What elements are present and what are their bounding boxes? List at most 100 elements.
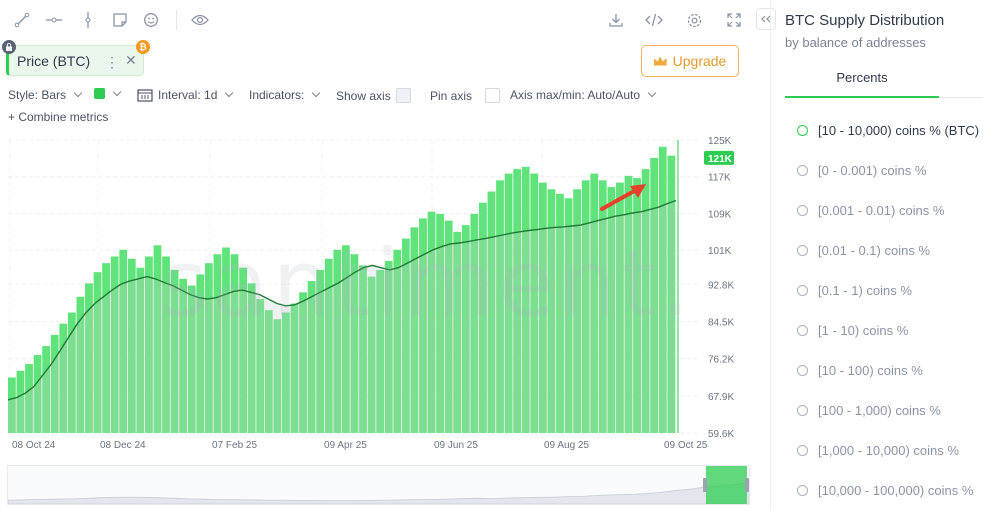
axis-minmax-label: Axis max/min: Auto/Auto: [510, 88, 641, 102]
distribution-option[interactable]: [10 - 10,000) coins % (BTC): [797, 123, 979, 138]
collapse-sidebar-button[interactable]: [756, 8, 776, 30]
radio-icon[interactable]: [797, 445, 808, 456]
price-bar: [461, 225, 470, 433]
radio-icon[interactable]: [797, 285, 808, 296]
distribution-option[interactable]: [1,000 - 10,000) coins %: [797, 443, 959, 458]
option-label: [0.1 - 1) coins %: [818, 283, 912, 298]
color-picker[interactable]: [94, 87, 122, 99]
price-bar: [367, 276, 376, 433]
emoji-icon[interactable]: [141, 10, 161, 30]
price-bar: [521, 166, 530, 433]
active-tab-indicator: [785, 96, 939, 98]
distribution-option[interactable]: [10 - 100) coins %: [797, 363, 923, 378]
price-bar: [633, 178, 641, 433]
indicators-label: Indicators:: [249, 88, 305, 102]
price-bar: [282, 312, 290, 433]
metric-menu-icon[interactable]: ⋮: [105, 54, 119, 70]
price-bar: [658, 146, 667, 433]
price-area: [8, 200, 676, 433]
current-value-badge: [704, 150, 734, 165]
price-bar: [59, 323, 68, 433]
y-tick-label: 67.9K: [708, 392, 734, 403]
interval-dropdown[interactable]: Interval: 1d: [137, 88, 234, 102]
line-tool-icon[interactable]: [12, 10, 32, 30]
navigator-chart[interactable]: [7, 466, 750, 505]
option-label: [1,000 - 10,000) coins %: [818, 443, 959, 458]
radio-icon[interactable]: [797, 485, 808, 496]
price-bar: [607, 187, 616, 433]
vertical-line-icon[interactable]: [78, 10, 98, 30]
price-bar: [162, 256, 170, 433]
axis-minmax-dropdown[interactable]: Axis max/min: Auto/Auto: [510, 88, 657, 102]
price-line: [7, 199, 677, 401]
chevron-down-icon: [73, 88, 83, 98]
settings-icon[interactable]: [684, 10, 704, 30]
pin-axis-toggle[interactable]: Pin axis: [430, 88, 501, 103]
radio-icon[interactable]: [797, 205, 808, 216]
radio-icon[interactable]: [797, 325, 808, 336]
price-bar: [110, 256, 119, 433]
option-label: [1 - 10) coins %: [818, 323, 909, 338]
radio-icon[interactable]: [797, 165, 808, 176]
y-tick-label: 117K: [708, 173, 731, 184]
price-bar: [453, 231, 462, 433]
price-bar: [427, 211, 436, 433]
chevron-down-icon: [647, 88, 657, 98]
eye-icon[interactable]: [190, 10, 210, 30]
horizontal-ray-icon[interactable]: [44, 10, 64, 30]
price-bar: [384, 260, 393, 433]
distribution-option[interactable]: [0 - 0.001) coins %: [797, 163, 926, 178]
x-tick-label: 09 Aug 25: [544, 440, 589, 451]
price-bar: [436, 213, 444, 433]
price-chart[interactable]: 125K 117K 109K 101K 92.8K 84.5K 76.2K 67.9K 59.6…: [0, 130, 760, 460]
radio-icon[interactable]: [797, 245, 808, 256]
fullscreen-icon[interactable]: [724, 10, 744, 30]
distribution-option[interactable]: [0.001 - 0.01) coins %: [797, 203, 944, 218]
price-bar: [667, 155, 676, 433]
upgrade-button[interactable]: Upgrade: [641, 45, 739, 77]
sticky-note-icon[interactable]: [110, 10, 130, 30]
distribution-option[interactable]: [0.1 - 1) coins %: [797, 283, 912, 298]
radio-icon[interactable]: [797, 405, 808, 416]
price-bar: [213, 254, 222, 433]
price-bar: [204, 263, 213, 433]
style-label: Style: Bars: [8, 88, 67, 102]
navigator-area: [7, 482, 750, 505]
radio-icon[interactable]: [797, 365, 808, 376]
remove-metric-icon[interactable]: ✕: [125, 52, 137, 68]
panel-subtitle: by balance of addresses: [785, 35, 926, 50]
combine-metrics-button[interactable]: + Combine metrics: [8, 110, 109, 124]
embed-code-icon[interactable]: [644, 10, 664, 30]
price-bar: [299, 292, 307, 433]
style-dropdown[interactable]: Style: Bars: [8, 88, 83, 102]
distribution-option[interactable]: [10,000 - 100,000) coins %: [797, 483, 973, 498]
price-bar: [350, 254, 359, 433]
show-axis-checkbox[interactable]: [395, 88, 411, 103]
pin-axis-checkbox[interactable]: [485, 88, 501, 103]
price-bar: [359, 265, 367, 433]
price-bar: [93, 272, 102, 433]
btc-badge-icon: ₿: [136, 40, 150, 54]
price-bar: [196, 274, 205, 433]
distribution-option[interactable]: [1 - 10) coins %: [797, 323, 908, 338]
show-axis-toggle[interactable]: Show axis: [336, 88, 411, 103]
tab-percents[interactable]: Percents: [836, 70, 888, 85]
chart-area[interactable]: santiment. 125K117K109K101K92.8K84.5K76.…: [0, 130, 760, 460]
y-tick-label: 92.8K: [708, 280, 734, 291]
metric-chip[interactable]: Price (BTC) ⋮ ✕: [6, 45, 144, 76]
range-navigator[interactable]: [7, 465, 750, 505]
radio-selected-icon[interactable]: [797, 125, 808, 136]
navigator-handle-left: [703, 478, 707, 492]
chevron-down-icon: [112, 87, 122, 96]
price-bar: [187, 285, 196, 433]
distribution-option[interactable]: [100 - 1,000) coins %: [797, 403, 941, 418]
chart-toolbar: [0, 0, 760, 40]
annotation-arrow: [600, 188, 638, 211]
tab-divider: [939, 97, 983, 98]
color-swatch: [94, 88, 105, 99]
download-icon[interactable]: [606, 10, 626, 30]
distribution-option[interactable]: [0.01 - 0.1) coins %: [797, 243, 930, 258]
indicators-dropdown[interactable]: Indicators:: [249, 88, 321, 102]
x-tick-label: 09 Jun 25: [434, 440, 478, 451]
price-bar: [33, 355, 42, 433]
